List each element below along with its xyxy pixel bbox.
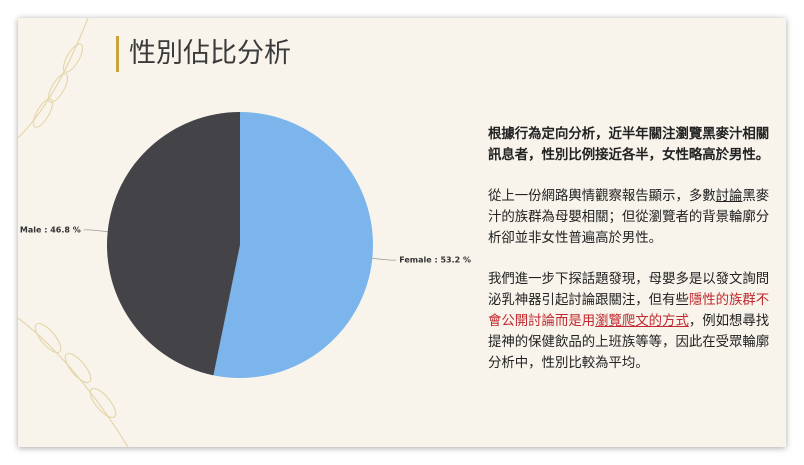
pie-chart: Female : 53.2 % Male : 46.8 % <box>20 112 471 378</box>
leader-line <box>372 257 397 261</box>
slide: Female : 53.2 % Male : 46.8 % 性別佔比分析 根據行為… <box>18 18 786 447</box>
text-block: 根據行為定向分析，近半年關注瀏覽黑麥汁相關訊息者，性別比例接近各半，女性略高於男… <box>488 124 776 394</box>
text-segment: 黑麥汁的族群為母嬰相關；但從瀏覽者的背景輪廓分析卻並非女性普遍高於男性。 <box>488 189 770 246</box>
pie-slice <box>107 112 240 376</box>
text-segment: 根據行為定向分析，近半年關注瀏覽黑麥汁相關訊息者，性別比例接近各半，女性略高於男… <box>488 127 770 163</box>
data-label: Female : 53.2 % <box>399 256 471 265</box>
data-label: Male : 46.8 % <box>20 225 81 234</box>
text-segment: 從上一份網路輿情觀察報告顯示，多數 <box>488 189 716 204</box>
text-segment: 討論 <box>715 189 743 204</box>
text-segment: 瀏覽爬文的方式 <box>595 314 689 329</box>
text-segment: 我們進一步下探話題發現，母嬰多是以發文詢問泌乳神器引起討論跟關注，但有些 <box>488 272 770 308</box>
paragraph: 根據行為定向分析，近半年關注瀏覽黑麥汁相關訊息者，性別比例接近各半，女性略高於男… <box>488 124 776 166</box>
slide-title: 性別佔比分析 <box>116 36 291 72</box>
text-segment: ，例如想尋找提神的保健飲品的上班族等等，因此在受眾輪廓分析中，性別比較為平均。 <box>488 314 770 371</box>
pie-slice <box>213 112 374 378</box>
decoration-and-chart: Female : 53.2 % Male : 46.8 % <box>18 18 471 447</box>
paragraph: 我們進一步下探話題發現，母嬰多是以發文詢問泌乳神器引起討論跟關注，但有些隱性的族… <box>488 269 776 374</box>
paragraph: 從上一份網路輿情觀察報告顯示，多數討論黑麥汁的族群為母嬰相關；但從瀏覽者的背景輪… <box>488 186 776 249</box>
leader-line <box>83 229 108 233</box>
wheat-decoration <box>18 18 129 447</box>
text-segment: 隱性的族群不會公開討論而是用 <box>488 293 770 329</box>
